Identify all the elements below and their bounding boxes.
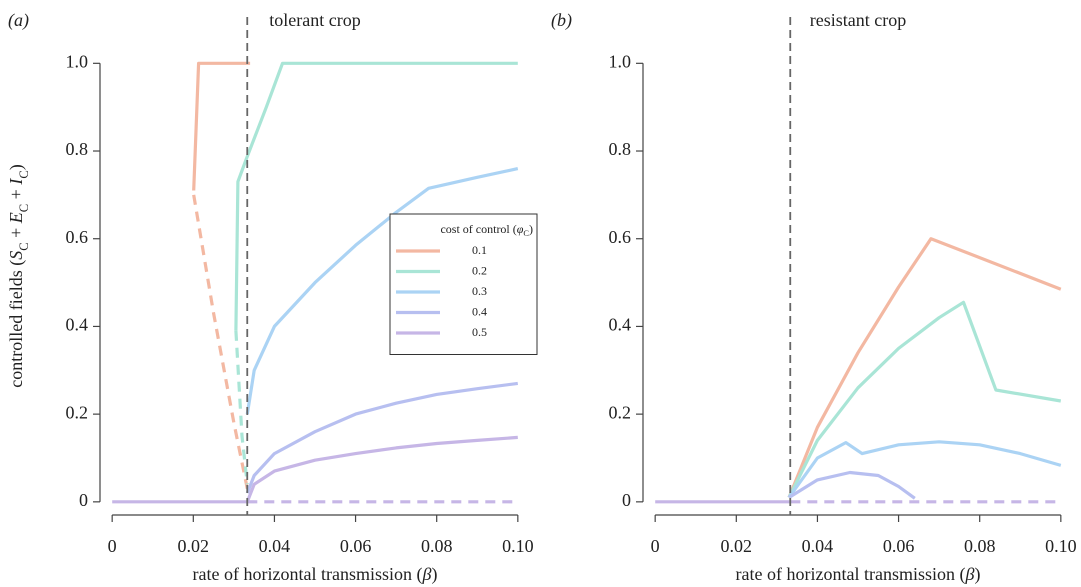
x-tick-label: 0.02 (178, 536, 210, 556)
series-line (192, 61, 251, 191)
y-tick-label: 0 (622, 490, 631, 510)
panel-label: (a) (8, 10, 29, 31)
y-tick-label: 1.0 (609, 51, 632, 71)
x-tick-label: 0.02 (721, 536, 753, 556)
series-line (245, 167, 519, 415)
label-part: ) (6, 164, 27, 170)
series-line (788, 470, 916, 500)
y-tick-label: 0.8 (66, 139, 89, 159)
x-tick-label: 0.06 (883, 536, 915, 556)
label-part: + (6, 185, 26, 204)
x-tick-label: 0.08 (964, 536, 996, 556)
series-line (787, 237, 1062, 499)
label-part: S (6, 251, 26, 260)
x-tick-label: 0.08 (421, 536, 453, 556)
y-tick-label: 0.4 (66, 315, 89, 335)
y-tick-label: 0 (79, 490, 88, 510)
label-part: ) (529, 222, 533, 236)
label-part: rate of horizontal transmission ( (193, 564, 423, 585)
legend-title: cost of control (φC) (440, 222, 533, 239)
y-tick-label: 0.6 (66, 227, 89, 247)
x-tick-label: 0.10 (1045, 536, 1077, 556)
label-part: rate of horizontal transmission ( (736, 564, 966, 585)
legend-label: 0.5 (472, 325, 487, 339)
x-tick-label: 0.06 (340, 536, 372, 556)
x-tick-label: 0.10 (502, 536, 534, 556)
label-part: controlled fields ( (6, 260, 27, 388)
series-line (234, 61, 518, 331)
series-line (192, 194, 249, 490)
legend-box (389, 213, 538, 355)
label-part: β (421, 564, 431, 584)
label-part: C (17, 204, 31, 212)
label-part: cost of control ( (440, 222, 516, 236)
label-part: C (17, 242, 31, 250)
y-tick-label: 0.2 (609, 402, 632, 422)
chart-title: tolerant crop (269, 10, 360, 30)
series-line (112, 435, 518, 504)
label-part: C (523, 229, 529, 238)
x-tick-label: 0 (651, 536, 660, 556)
label-part: + (6, 223, 26, 242)
y-tick-label: 0.2 (66, 402, 89, 422)
label-part: E (6, 212, 26, 224)
label-part: I (6, 178, 26, 186)
series-line (245, 381, 519, 494)
legend-label: 0.3 (472, 284, 487, 298)
y-axis-label: controlled fields (SC + EC + IC) (6, 164, 31, 388)
series-line (787, 300, 1062, 499)
label-part: ) (974, 564, 980, 585)
x-tick-label: 0 (108, 536, 117, 556)
legend-label: 0.2 (472, 263, 487, 277)
y-tick-label: 0.8 (609, 139, 632, 159)
y-tick-label: 0.4 (609, 315, 632, 335)
y-tick-label: 0.6 (609, 227, 632, 247)
label-part: ) (431, 564, 437, 585)
label-part: β (964, 564, 974, 584)
panel-label: (b) (551, 10, 572, 31)
y-tick-label: 1.0 (66, 51, 89, 71)
label-part: C (17, 170, 31, 178)
chart-title: resistant crop (810, 10, 906, 30)
x-tick-label: 0.04 (259, 536, 291, 556)
label-part: φ (517, 222, 524, 236)
x-axis-label: rate of horizontal transmission (β) (736, 564, 981, 585)
x-axis-label: rate of horizontal transmission (β) (193, 564, 438, 585)
series-line (787, 440, 1062, 499)
legend-label: 0.1 (472, 243, 487, 257)
x-tick-label: 0.04 (802, 536, 834, 556)
legend-label: 0.4 (472, 304, 487, 318)
series-line (234, 330, 249, 485)
